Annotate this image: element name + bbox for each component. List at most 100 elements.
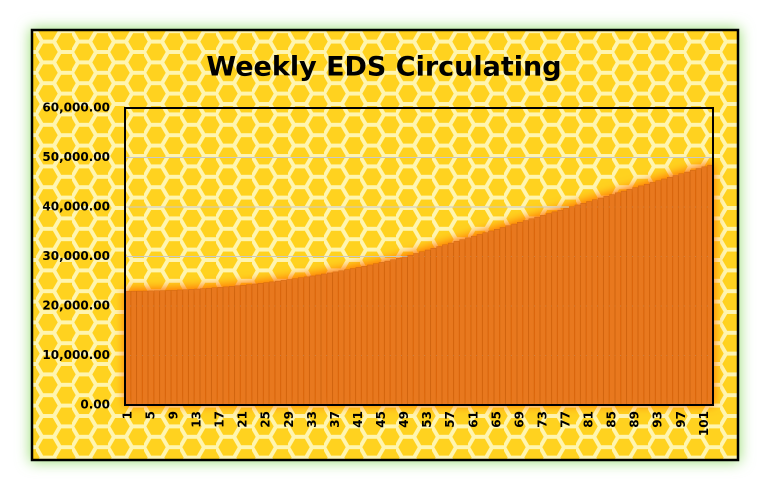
bar	[176, 289, 183, 406]
x-tick-label: 101	[697, 411, 711, 436]
bar	[672, 175, 679, 406]
bar	[470, 235, 477, 406]
x-tick-label: 53	[420, 411, 434, 428]
bar	[476, 234, 483, 406]
bar	[125, 290, 131, 406]
plot-border	[124, 107, 714, 406]
bar	[136, 290, 143, 406]
bar	[407, 255, 414, 406]
bar	[332, 271, 339, 406]
bar	[361, 265, 368, 406]
bar	[540, 215, 546, 406]
bar	[217, 287, 223, 406]
bar	[666, 177, 673, 406]
bar	[557, 209, 564, 406]
x-tick-label: 33	[305, 411, 319, 428]
bar	[182, 289, 189, 406]
bar	[505, 225, 512, 406]
x-tick-label: 77	[559, 411, 573, 428]
bar	[632, 187, 638, 406]
bar	[661, 178, 667, 406]
bar	[592, 199, 598, 406]
x-tick-label: 1	[120, 411, 134, 419]
bar	[148, 290, 154, 406]
bar	[494, 229, 500, 406]
bar	[522, 220, 529, 406]
bar	[326, 272, 333, 406]
x-tick-label: 89	[628, 411, 642, 428]
y-tick-label: 40,000.00	[42, 200, 110, 214]
bar	[568, 206, 575, 406]
bar	[153, 290, 160, 406]
x-tick-label: 69	[512, 411, 526, 428]
bar	[511, 223, 517, 406]
x-tick-label: 65	[489, 411, 503, 428]
bar	[200, 288, 206, 406]
x-tick-label: 45	[374, 411, 388, 428]
bar	[545, 213, 552, 406]
bar	[563, 208, 569, 406]
bar	[280, 280, 287, 406]
bar	[269, 281, 275, 406]
bar	[690, 170, 696, 406]
bar	[678, 173, 685, 406]
bar	[465, 237, 471, 406]
bar	[234, 285, 241, 406]
bar	[367, 264, 373, 406]
bar	[274, 280, 281, 406]
bar	[401, 256, 408, 406]
bar	[396, 258, 402, 406]
bar	[211, 287, 218, 406]
x-tick-label: 13	[190, 411, 204, 428]
bar	[580, 203, 587, 406]
bar	[534, 216, 540, 406]
x-tick-label: 29	[282, 411, 296, 428]
x-tick-label: 61	[466, 411, 480, 428]
bar	[303, 276, 310, 406]
bar	[597, 197, 604, 406]
y-tick-label: 60,000.00	[42, 101, 110, 115]
bar	[649, 182, 656, 406]
bar	[246, 284, 252, 406]
bar	[701, 166, 708, 406]
bar	[390, 259, 396, 406]
x-tick-label: 41	[351, 411, 365, 428]
y-tick-label: 0.00	[80, 398, 110, 412]
bar	[453, 241, 460, 406]
bars	[125, 164, 713, 406]
bar	[603, 196, 610, 406]
bar	[292, 278, 298, 406]
bar	[419, 251, 425, 406]
bar	[695, 168, 702, 406]
bar	[171, 289, 177, 406]
bar	[321, 273, 327, 406]
bar	[707, 164, 713, 406]
x-tick-label: 5	[143, 411, 157, 419]
bar	[528, 218, 535, 406]
bar	[384, 260, 391, 406]
bar	[378, 262, 385, 406]
bar	[372, 263, 379, 406]
bar	[188, 289, 195, 406]
x-tick-label: 49	[397, 411, 411, 428]
x-tick-label: 97	[674, 411, 688, 428]
x-tick-label: 37	[328, 411, 342, 428]
bar	[194, 288, 200, 406]
bar	[499, 227, 506, 406]
bar	[223, 286, 229, 406]
bar	[298, 277, 304, 406]
bar	[551, 211, 558, 406]
x-tick-label: 85	[605, 411, 619, 428]
bar	[130, 290, 137, 406]
y-tick-label: 20,000.00	[42, 299, 110, 313]
bar	[442, 244, 448, 406]
bar	[205, 288, 212, 406]
x-tick-label: 21	[236, 411, 250, 428]
bar	[159, 290, 166, 406]
bar	[459, 239, 466, 406]
bar	[684, 171, 690, 406]
bar	[615, 192, 621, 406]
bar	[355, 267, 362, 406]
x-tick-label: 81	[582, 411, 596, 428]
